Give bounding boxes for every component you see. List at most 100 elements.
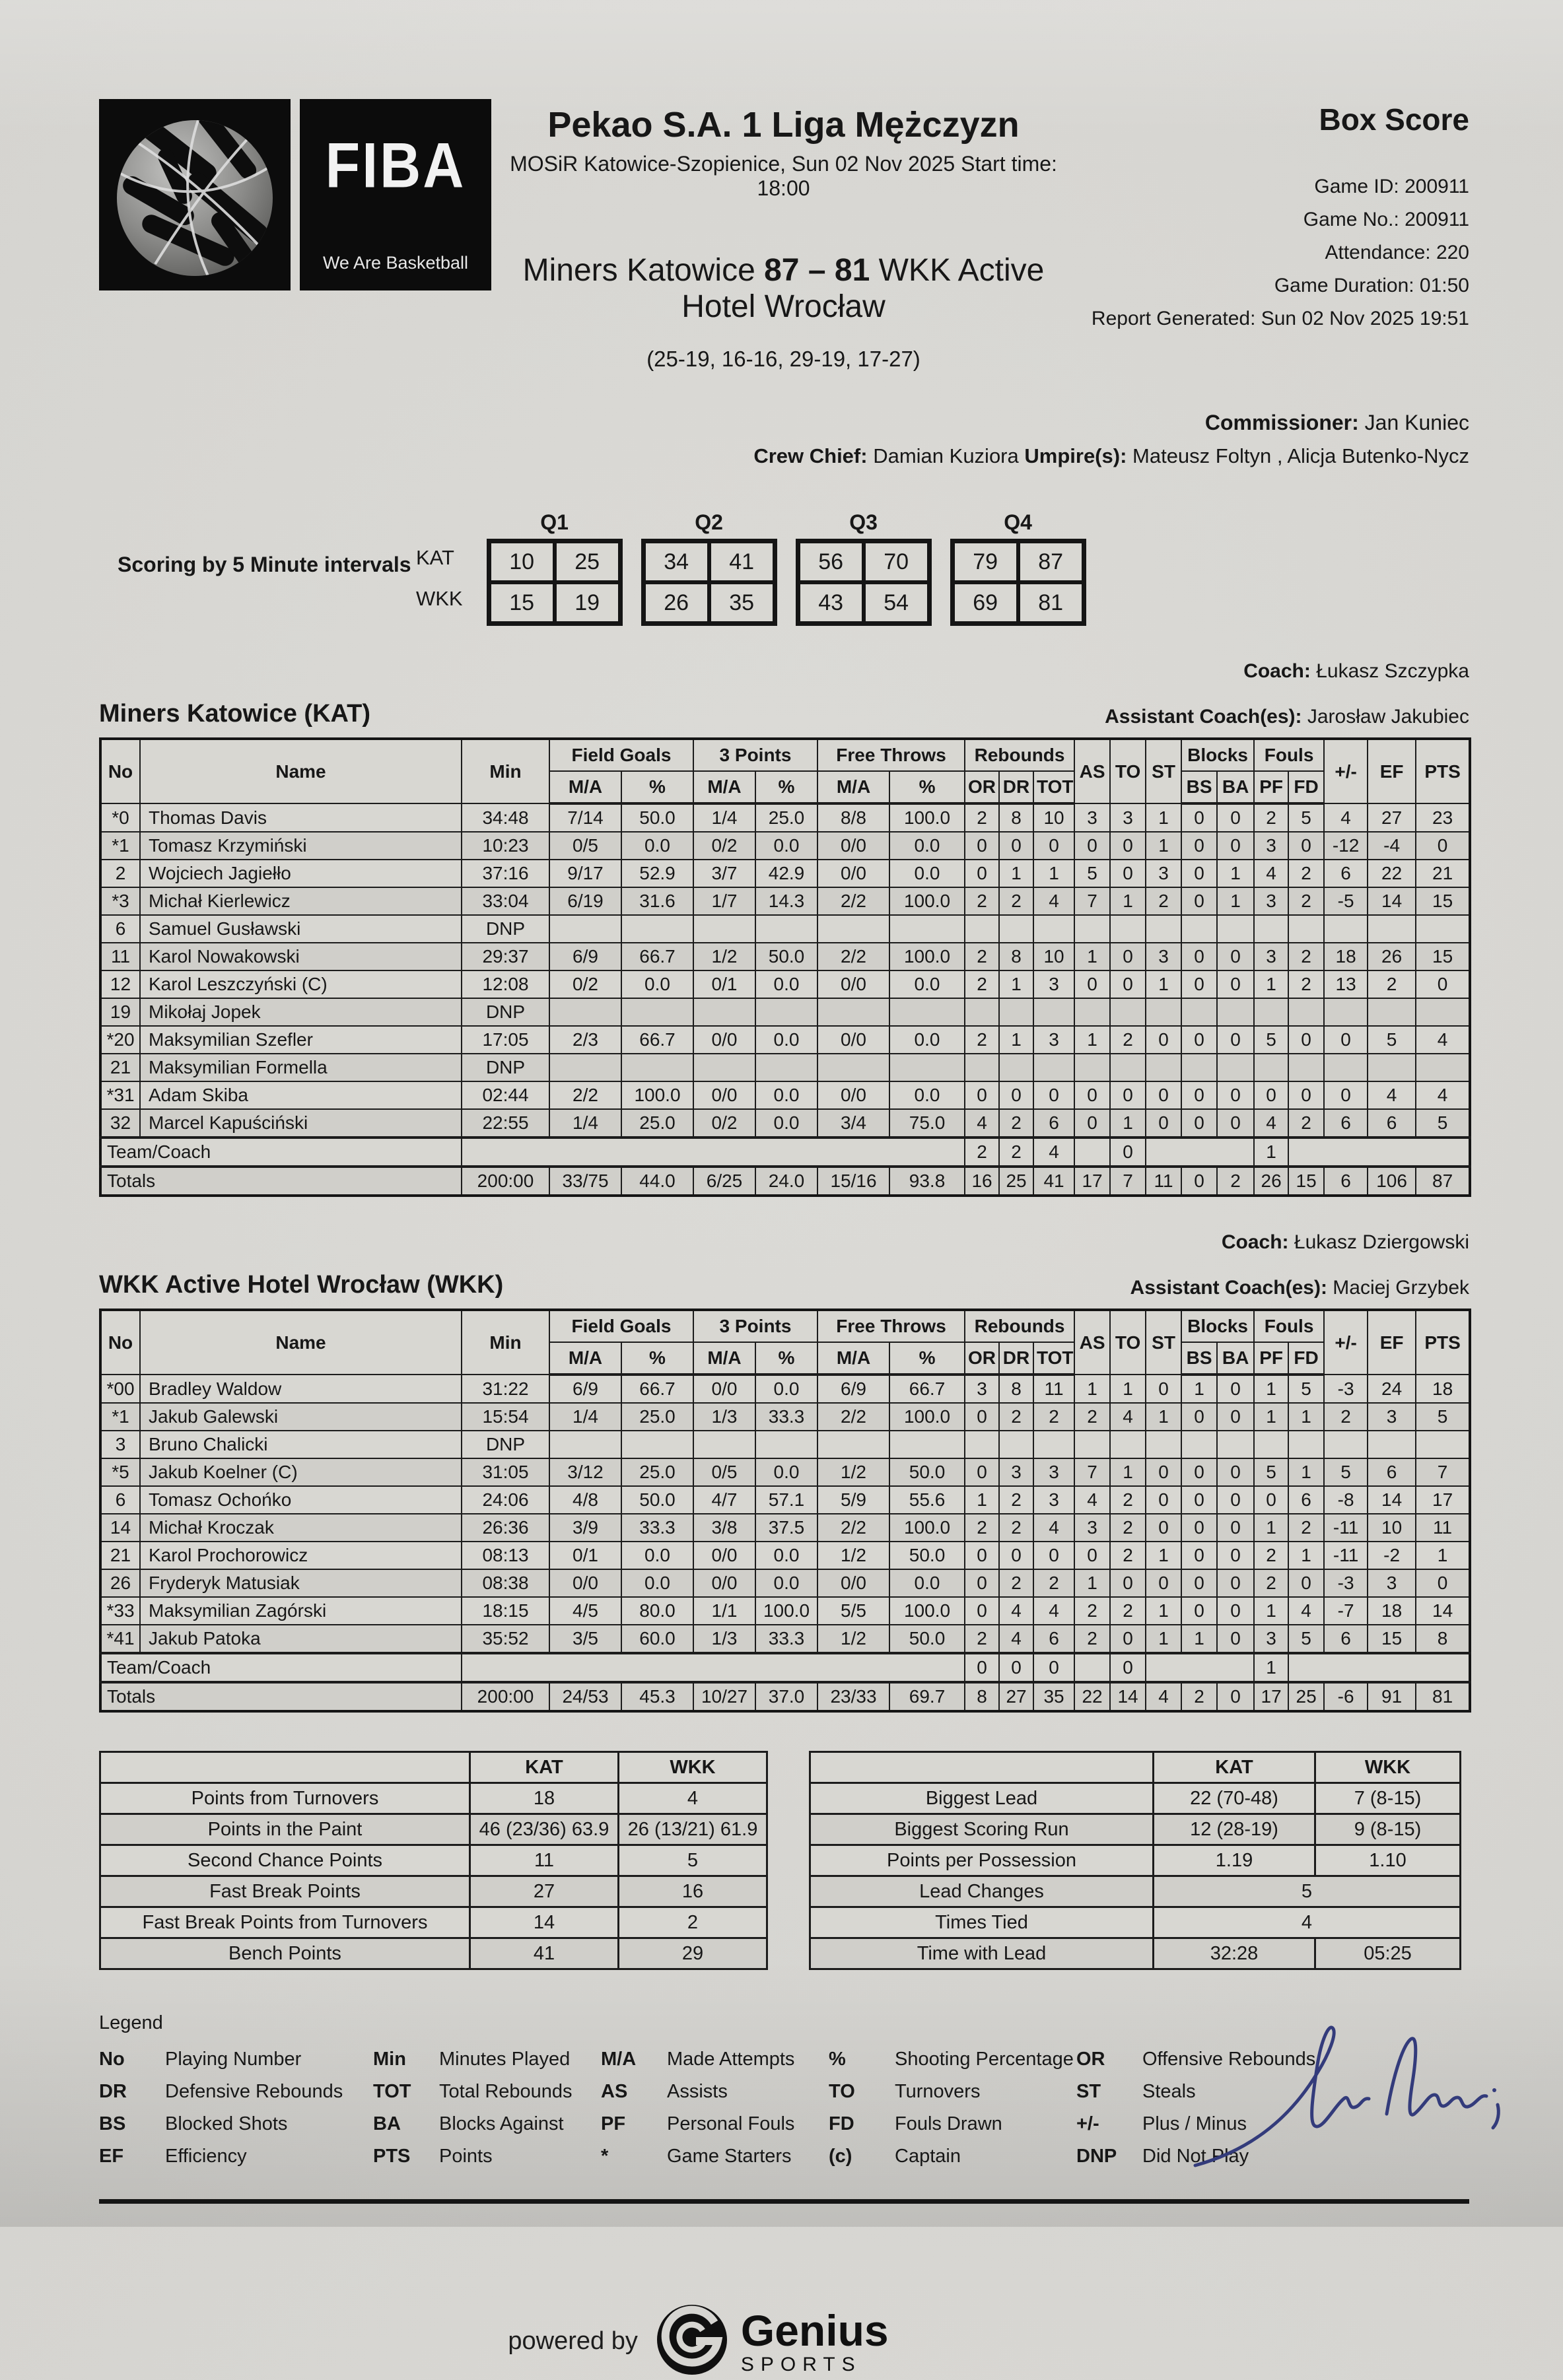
player-stat-to: 2 (1109, 1513, 1147, 1542)
legend-abbr: AS (601, 2081, 628, 2102)
player-stat-pf: 2 (1253, 1569, 1290, 1598)
stat-label: Fast Break Points from Turnovers (99, 1906, 471, 1939)
player-stat-pts: 4 (1415, 1081, 1471, 1110)
player-name: Mikołaj Jopek (139, 998, 462, 1027)
interval-score-cell: 87 (1018, 541, 1084, 582)
player-stat (1145, 998, 1183, 1027)
coach-label: Coach: (1243, 660, 1311, 682)
team-stats-table: KAT WKK Points from Turnovers 18 4 Points in … (99, 1751, 768, 1970)
player-stat (1323, 998, 1369, 1027)
player-stat-st: 2 (1145, 887, 1183, 916)
player-stat (964, 1430, 1000, 1459)
player-stat (1145, 1430, 1183, 1459)
blank (1074, 1652, 1111, 1683)
legend-abbr: OR (1076, 2049, 1105, 2070)
interval-score-cell: 70 (863, 541, 929, 582)
stat-label: Points from Turnovers (99, 1782, 471, 1815)
game-info-lines: Game ID: 200911 Game No.: 200911 Attendanc… (1066, 176, 1469, 330)
player-stat-as: 1 (1074, 942, 1111, 971)
player-stat-ft_pct: 50.0 (889, 1541, 966, 1570)
player-stat-ft: 5/9 (817, 1485, 891, 1514)
player-stat-ft: 1/2 (817, 1624, 891, 1654)
player-stat (1253, 1430, 1290, 1459)
legend-abbr: M/A (601, 2049, 637, 2070)
totals-ba: 2 (1216, 1165, 1255, 1196)
player-stat-pm: -7 (1323, 1596, 1369, 1625)
player-stat-bs: 0 (1181, 1081, 1218, 1110)
blank (460, 1652, 966, 1683)
player-row: *3 Michał Kierlewicz 33:04 6/19 31.6 1/7 14.3 2… (100, 887, 1471, 916)
col-sub: OR (964, 1342, 1000, 1376)
player-number: *41 (100, 1624, 141, 1654)
player-stat-pf: 2 (1253, 1541, 1290, 1570)
player-stat-p3_pct: 33.3 (754, 1402, 819, 1431)
player-stat-tot: 11 (1033, 1374, 1076, 1404)
player-stat-ft_pct: 50.0 (889, 1458, 966, 1487)
player-stat-or: 3 (964, 1374, 1000, 1404)
player-stat (998, 914, 1035, 943)
col-sub: PF (1253, 770, 1290, 805)
legend-abbr: * (601, 2146, 609, 2167)
interval-score-cell: 25 (554, 541, 620, 582)
player-stat (754, 1053, 819, 1082)
player-stat-pm: 5 (1323, 1458, 1369, 1487)
player-stat-to: 1 (1109, 1108, 1147, 1138)
legend: Legend No Playing Number Min Minutes Played… (99, 2012, 1469, 2204)
player-name: Maksymilian Zagórski (139, 1596, 462, 1625)
player-stat-ft_pct: 0.0 (889, 1025, 966, 1054)
player-stat-fg: 0/0 (549, 1569, 622, 1598)
player-stat-dr: 0 (998, 1541, 1035, 1570)
team-to: 0 (1109, 1136, 1147, 1167)
col-pts: PTS (1415, 738, 1471, 804)
player-stat (1074, 1430, 1111, 1459)
player-stat-p3: 1/4 (693, 803, 756, 833)
player-name: Wojciech Jagiełło (139, 859, 462, 888)
player-stat-or: 0 (964, 1081, 1000, 1110)
team-pf: 1 (1253, 1136, 1290, 1167)
player-stat-pm: -5 (1323, 887, 1369, 916)
stat-row: Biggest Scoring Run 12 (28-19) 9 (8-15) (809, 1813, 1461, 1846)
divider-line (99, 2199, 1469, 2204)
player-stat-tot: 2 (1033, 1402, 1076, 1431)
totals-fd: 15 (1288, 1165, 1325, 1196)
player-stat-pf: 1 (1253, 1402, 1290, 1431)
player-stat-min: 08:13 (461, 1541, 550, 1570)
player-stat (1109, 914, 1147, 943)
player-number: 14 (100, 1513, 141, 1542)
player-row: *31 Adam Skiba 02:44 2/2 100.0 0/0 0.0 0/0 0.0 0 0… (100, 1081, 1471, 1110)
player-stat-fd: 0 (1288, 831, 1325, 860)
player-stat-dr: 2 (998, 1569, 1035, 1598)
quarter-block: Q4 79 87 69 81 (950, 510, 1086, 626)
totals-dr: 27 (998, 1681, 1035, 1712)
player-stat (1181, 998, 1218, 1027)
player-stat-fg: 0/1 (549, 1541, 622, 1570)
player-stat-pm: 18 (1323, 942, 1369, 971)
stat-kat: 41 (469, 1937, 619, 1970)
team-coach-row: Team/Coach 2 2 4 0 1 (100, 1136, 1471, 1167)
player-stat-fg: 2/3 (549, 1025, 622, 1054)
player-stat-ft_pct: 100.0 (889, 1513, 966, 1542)
player-stat-ft_pct: 100.0 (889, 887, 966, 916)
player-row: *33 Maksymilian Zagórski 18:15 4/5 80.0 1/1 10… (100, 1596, 1471, 1625)
legend-description: Did Not Play (1142, 2146, 1249, 2167)
stat-row: Points per Possession 1.19 1.10 (809, 1844, 1461, 1877)
player-stat-p3: 0/2 (693, 1108, 756, 1138)
player-stat (889, 914, 966, 943)
player-name: Marcel Kapuściński (139, 1108, 462, 1138)
col-sub: TOT (1033, 770, 1076, 805)
quarter-label: Q1 (540, 510, 569, 534)
player-stat-pts: 5 (1415, 1402, 1471, 1431)
stat-row: Lead Changes 5 (809, 1875, 1461, 1908)
player-stat-pm: 2 (1323, 1402, 1369, 1431)
player-row: 6 Tomasz Ochońko 24:06 4/8 50.0 4/7 57.1 5/9 55.… (100, 1485, 1471, 1514)
player-name: Jakub Koelner (C) (139, 1458, 462, 1487)
legend-abbr: TO (829, 2081, 855, 2102)
kat-team-head: Miners Katowice (KAT) Assistant Coach(es… (99, 700, 1469, 728)
player-number: 19 (100, 998, 141, 1027)
legend-abbr: DR (99, 2081, 127, 2102)
col-sub: M/A (549, 1342, 622, 1376)
col-3points: 3 Points (692, 738, 819, 772)
player-stat-ef: 14 (1367, 887, 1417, 916)
player-stat (1216, 1430, 1255, 1459)
player-stat-p3: 0/0 (693, 1374, 756, 1404)
